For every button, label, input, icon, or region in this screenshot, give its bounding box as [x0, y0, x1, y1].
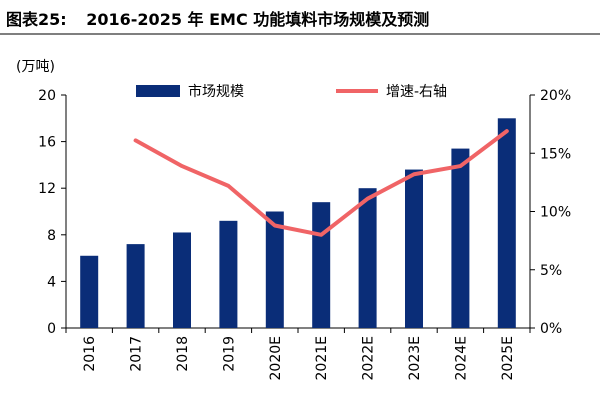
y-right-tick-label: 10% [540, 205, 571, 221]
x-tick-label: 2016 [82, 336, 98, 372]
bar [358, 188, 377, 328]
chart-title: 图表25: 2016-2025 年 EMC 功能填料市场规模及预测 [6, 6, 429, 30]
y-right-tick-label: 20% [540, 88, 571, 104]
y-left-tick-label: 16 [38, 135, 56, 151]
bar [312, 202, 331, 328]
x-tick-label: 2022E [361, 336, 377, 380]
bar [405, 169, 423, 328]
line-point [226, 184, 230, 188]
chart-axes: (万吨) 0 4 8 12 16 20 0% 5% 10% 15% 20% 2016 2017 2018 20… [16, 59, 571, 380]
x-tick-label: 2024E [453, 336, 469, 380]
y-left-tick-label: 8 [47, 228, 56, 244]
line-series [133, 129, 509, 237]
bar [497, 118, 516, 328]
y-right-tick-label: 15% [540, 146, 571, 162]
line-point [319, 233, 323, 237]
legend-label-line: 增速-右轴 [386, 84, 447, 100]
x-tick-label: 2020E [268, 336, 284, 380]
chart-title-label: 图表25: [6, 10, 67, 29]
legend-label-bar: 市场规模 [188, 83, 244, 100]
y-left-tick-label: 4 [47, 274, 56, 290]
x-tick-label: 2017 [129, 336, 145, 372]
bar [219, 220, 238, 328]
title-divider [0, 33, 600, 35]
legend-swatch-bar [136, 85, 180, 97]
line-point [134, 138, 138, 142]
chart-legend: 市场规模 增速-右轴 [136, 83, 447, 100]
line-point [458, 164, 462, 168]
line-point [505, 129, 509, 133]
x-tick-label: 2021E [314, 336, 330, 380]
y-axis-left-unit: (万吨) [16, 59, 55, 75]
bar [80, 255, 99, 328]
y-right-tick-label: 5% [540, 263, 562, 279]
bar [173, 232, 191, 328]
bar [126, 244, 145, 328]
chart-title-text: 2016-2025 年 EMC 功能填料市场规模及预测 [86, 10, 430, 29]
line-point [366, 197, 370, 201]
x-tick-label: 2023E [407, 336, 423, 380]
line-point [180, 164, 184, 168]
bar [451, 148, 470, 328]
y-left-tick-label: 20 [38, 88, 56, 104]
x-tick-label: 2025E [500, 336, 516, 380]
y-right-tick-label: 0% [540, 321, 562, 337]
line-point [412, 172, 416, 176]
x-tick-label: 2019 [221, 336, 237, 372]
y-left-tick-label: 12 [38, 181, 56, 197]
line-point [273, 223, 277, 227]
bar-series [80, 118, 516, 328]
y-left-tick-label: 0 [47, 321, 56, 337]
bar [265, 211, 284, 328]
x-tick-label: 2018 [175, 336, 191, 372]
